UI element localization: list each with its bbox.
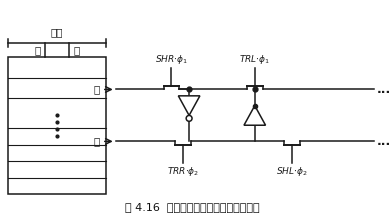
Polygon shape bbox=[244, 106, 265, 125]
Text: $SHR{\cdot}\phi_1$: $SHR{\cdot}\phi_1$ bbox=[155, 53, 188, 66]
Text: 推: 推 bbox=[94, 84, 100, 95]
Text: ...: ... bbox=[376, 83, 391, 96]
Text: $SHL{\cdot}\phi_2$: $SHL{\cdot}\phi_2$ bbox=[276, 165, 308, 178]
Text: ...: ... bbox=[376, 135, 391, 148]
Text: 母线: 母线 bbox=[50, 28, 63, 38]
Polygon shape bbox=[178, 96, 200, 115]
Bar bbox=[8, 57, 106, 194]
Text: 拉: 拉 bbox=[94, 136, 100, 146]
Text: 推: 推 bbox=[34, 45, 40, 55]
Circle shape bbox=[186, 115, 192, 121]
Text: $TRL{\cdot}\phi_1$: $TRL{\cdot}\phi_1$ bbox=[239, 53, 270, 66]
Text: 拉: 拉 bbox=[73, 45, 79, 55]
Text: $TRR{\cdot}\phi_2$: $TRR{\cdot}\phi_2$ bbox=[167, 165, 199, 178]
Text: 图 4.16  堆栈的框图及单元寄存移位电路: 图 4.16 堆栈的框图及单元寄存移位电路 bbox=[125, 202, 259, 212]
